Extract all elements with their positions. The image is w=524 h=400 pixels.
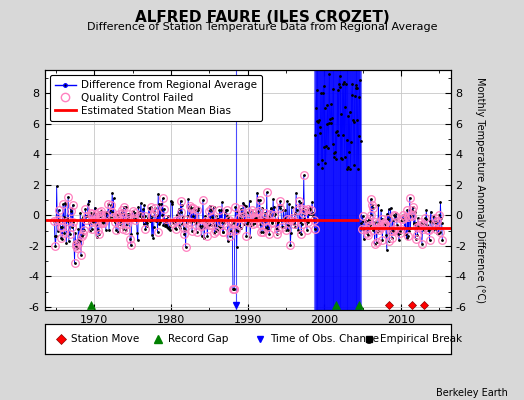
Text: Time of Obs. Change: Time of Obs. Change	[270, 334, 379, 344]
Text: ALFRED FAURE (ILES CROZET): ALFRED FAURE (ILES CROZET)	[135, 10, 389, 25]
Text: Difference of Station Temperature Data from Regional Average: Difference of Station Temperature Data f…	[87, 22, 437, 32]
Text: Record Gap: Record Gap	[168, 334, 229, 344]
Legend: Difference from Regional Average, Quality Control Failed, Estimated Station Mean: Difference from Regional Average, Qualit…	[50, 75, 262, 121]
Text: Station Move: Station Move	[71, 334, 139, 344]
Text: Berkeley Earth: Berkeley Earth	[436, 388, 508, 398]
Text: Empirical Break: Empirical Break	[379, 334, 462, 344]
Y-axis label: Monthly Temperature Anomaly Difference (°C): Monthly Temperature Anomaly Difference (…	[475, 77, 485, 303]
